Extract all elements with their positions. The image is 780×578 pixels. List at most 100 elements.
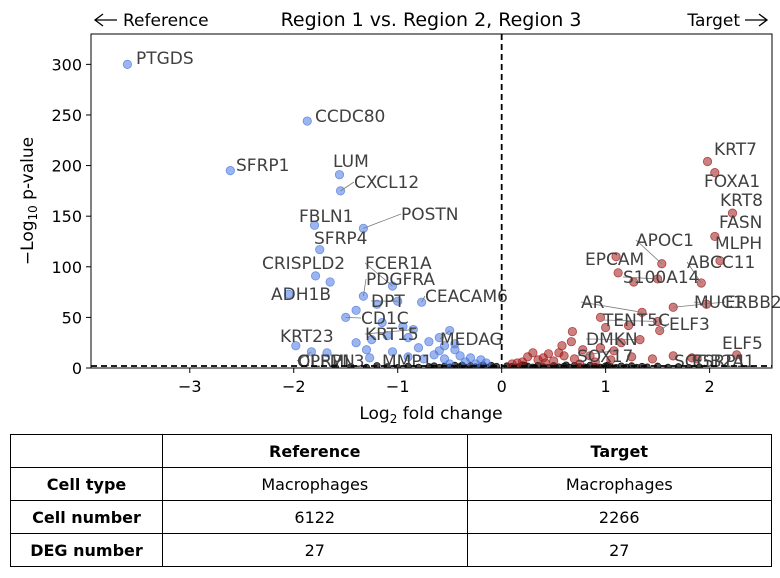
target-gene-label: AR <box>581 293 605 313</box>
x-tick-label: 0 <box>497 377 507 396</box>
reference-gene-label: SFRP1 <box>236 156 289 176</box>
reference-gene-label: MMP1 <box>382 352 432 372</box>
row-label: Cell type <box>10 467 163 501</box>
reference-point <box>361 345 372 355</box>
target-point <box>523 352 533 362</box>
target-point <box>623 320 634 331</box>
target-point <box>732 350 742 360</box>
target-gene-label: ESRP1 <box>692 352 746 372</box>
chart-title: Region 1 vs. Region 2, Region 3 <box>281 9 582 31</box>
reference-label-leader <box>421 295 426 303</box>
axes-layer: −3 −2 −1 0 1 2 0 50 100 150 200 250 300 Log2 fold cha… <box>18 33 773 426</box>
reference-label-leader <box>364 262 393 287</box>
target-point <box>611 252 621 262</box>
target-label-leader <box>622 276 658 280</box>
target-gene-label: SCGB2A1 <box>674 352 755 372</box>
table-row-cell-type: Cell type Macrophages Macrophages <box>10 467 772 501</box>
target-gene-label: DMKN <box>586 330 638 350</box>
reference-point <box>325 277 335 287</box>
target-point <box>540 358 550 368</box>
reference-point <box>424 337 434 347</box>
reference-direction-label: Reference <box>123 11 209 31</box>
target-point <box>710 168 720 178</box>
target-gene-label: MUC1 <box>694 293 744 313</box>
nonsig-point <box>695 363 703 368</box>
reference-gene-label: KRT15 <box>365 325 419 345</box>
reference-gene-label: CRISPLD2 <box>262 254 345 274</box>
reference-point <box>309 220 320 230</box>
reference-cell: 27 <box>162 533 468 567</box>
target-gene-label: EPCAM <box>585 250 644 270</box>
target-gene-label: S100A14 <box>623 268 700 288</box>
reference-point <box>358 291 368 301</box>
x-axis-label: Log2 fold change <box>359 404 502 426</box>
target-point <box>606 355 616 365</box>
target-point <box>715 256 725 266</box>
target-gene-label: ERBB2 <box>725 293 780 313</box>
target-point <box>702 156 713 167</box>
target-point <box>668 351 678 361</box>
reference-point <box>481 358 491 368</box>
reference-point <box>225 166 235 176</box>
reference-point <box>302 116 312 126</box>
target-label-leader <box>686 261 702 284</box>
nonsig-point <box>643 363 651 368</box>
reference-point <box>455 351 465 361</box>
reference-point <box>413 343 424 353</box>
table-header-target: Target <box>466 434 772 468</box>
reference-point <box>445 359 455 368</box>
target-point <box>627 352 637 362</box>
target-gene-label: ELF3 <box>669 315 710 335</box>
reference-point <box>460 357 470 367</box>
reference-point <box>367 335 377 345</box>
right-arrow-icon <box>745 13 769 27</box>
reference-direction: Reference <box>93 11 209 31</box>
target-direction-label: Target <box>686 11 740 31</box>
reference-point <box>403 352 413 362</box>
x-tick-label: −3 <box>178 377 202 396</box>
target-gene-label: FASN <box>719 213 762 233</box>
target-cell: 2266 <box>466 500 772 534</box>
reference-point <box>372 299 382 309</box>
table-header-empty <box>10 434 163 468</box>
row-label: DEG number <box>10 533 163 567</box>
reference-gene-label: CEACAM6 <box>425 287 508 307</box>
target-point <box>559 351 569 361</box>
reference-point <box>334 170 345 180</box>
target-point <box>647 354 658 364</box>
target-gene-label: ELF5 <box>722 334 763 354</box>
x-tick-label: 1 <box>601 377 611 396</box>
reference-label-leader <box>340 181 355 192</box>
left-arrow-icon <box>93 13 117 27</box>
target-point <box>710 231 720 242</box>
target-point <box>613 268 623 278</box>
plot-frame <box>90 33 773 369</box>
reference-point <box>403 333 413 343</box>
table-row-cell-number: Cell number 6122 2266 <box>10 500 772 534</box>
y-tick-label: 200 <box>51 157 82 176</box>
x-tick-label: −1 <box>386 377 410 396</box>
target-label-leader <box>693 301 707 305</box>
table-row-deg-number: DEG number 27 27 <box>10 533 772 567</box>
reference-point <box>434 333 444 343</box>
target-gene-label: SOX17 <box>577 347 633 367</box>
reference-label-leader <box>439 330 450 340</box>
y-tick-label: 250 <box>51 106 82 125</box>
target-point <box>595 343 606 353</box>
reference-point <box>335 186 346 196</box>
reference-point <box>310 271 321 281</box>
target-point <box>595 312 606 322</box>
reference-label-leader <box>296 351 312 362</box>
reference-gene-label: OLFML3 <box>297 352 365 372</box>
target-cell: 27 <box>466 533 772 567</box>
target-gene-label: APOC1 <box>636 231 694 251</box>
summary-table: Reference Target Cell type Macrophages M… <box>10 434 772 567</box>
reference-point <box>283 289 294 299</box>
reference-point <box>365 353 375 363</box>
target-cell: Macrophages <box>466 467 772 501</box>
nonsig-point <box>414 363 423 368</box>
target-gene-label: ABCC11 <box>687 253 755 273</box>
reference-point <box>434 346 444 356</box>
